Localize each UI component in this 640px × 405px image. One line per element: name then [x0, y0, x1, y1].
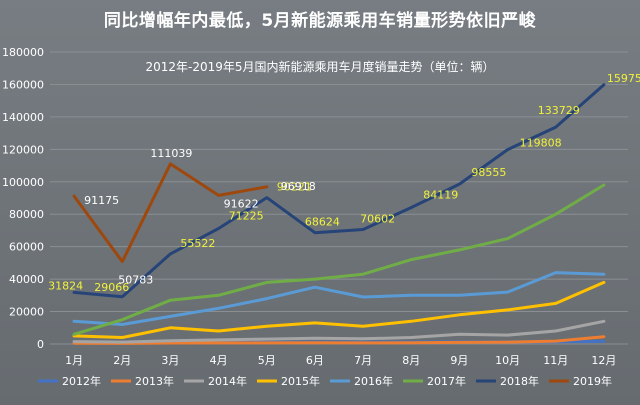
data-label: 119808	[520, 137, 562, 150]
legend-label: 2013年	[135, 374, 174, 388]
series-line-2017	[72, 183, 606, 336]
y-tick-label: 60000	[9, 241, 44, 254]
series-line-2018	[72, 83, 606, 299]
data-label: 91175	[84, 194, 119, 207]
legend-label: 2016年	[354, 374, 393, 388]
data-label: 111039	[150, 147, 192, 160]
data-label: 96918	[281, 180, 316, 193]
data-label: 159751	[607, 72, 640, 85]
y-tick-label: 180000	[2, 46, 44, 59]
y-tick-label: 80000	[9, 208, 44, 221]
y-tick-label: 120000	[2, 143, 44, 156]
legend-label: 2012年	[62, 374, 101, 388]
data-label: 55522	[180, 237, 215, 250]
x-tick-label: 9月	[450, 354, 468, 367]
x-tick-label: 2月	[113, 354, 131, 367]
series-line-2019	[72, 162, 269, 264]
y-tick-label: 160000	[2, 78, 44, 91]
data-label: 70602	[360, 212, 395, 225]
data-label: 91622	[224, 197, 259, 210]
data-label: 133729	[538, 104, 580, 117]
series-line-2014	[72, 319, 606, 344]
x-tick-label: 8月	[402, 354, 420, 367]
y-tick-label: 140000	[2, 111, 44, 124]
series-line-2016	[72, 271, 606, 326]
x-tick-label: 10月	[495, 354, 520, 367]
legend-label: 2019年	[573, 374, 612, 388]
x-tick-label: 7月	[354, 354, 372, 367]
x-tick-label: 4月	[210, 354, 228, 367]
data-label: 71225	[229, 209, 264, 222]
x-tick-label: 3月	[161, 354, 179, 367]
series-line-2015	[72, 280, 606, 339]
legend-label: 2015年	[281, 374, 320, 388]
legend-label: 2018年	[500, 374, 539, 388]
chart-title: 2012年-2019年5月国内新能源乘用车月度销量走势（单位：辆）	[145, 60, 495, 74]
x-tick-label: 5月	[258, 354, 276, 367]
x-tick-label: 6月	[306, 354, 324, 367]
x-tick-label: 11月	[543, 354, 568, 367]
page-title: 同比增幅年内最低，5月新能源乘用车销量形势依旧严峻	[103, 11, 537, 31]
y-tick-label: 100000	[2, 176, 44, 189]
y-tick-label: 0	[37, 338, 44, 351]
series-line-2013	[72, 335, 606, 345]
data-label: 50783	[118, 274, 153, 287]
data-label: 68624	[305, 216, 340, 229]
legend-label: 2014年	[208, 374, 247, 388]
x-tick-label: 12月	[591, 354, 616, 367]
legend-label: 2017年	[427, 374, 466, 388]
y-tick-label: 40000	[9, 273, 44, 286]
data-label: 98555	[471, 166, 506, 179]
data-label: 31824	[48, 279, 83, 292]
y-tick-label: 20000	[9, 306, 44, 319]
data-label: 84119	[423, 189, 458, 202]
data-label: 90221	[277, 181, 312, 194]
x-tick-label: 1月	[65, 354, 83, 367]
data-label: 29066	[94, 281, 129, 294]
